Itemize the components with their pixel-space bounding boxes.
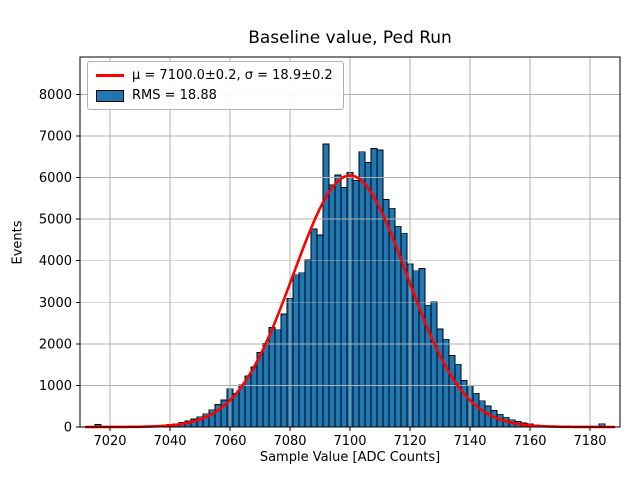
- gaussian-fit-curve: [84, 174, 616, 429]
- histogram-bar: [322, 143, 330, 428]
- histogram-bar: [316, 234, 324, 428]
- y-tick-label: 8000: [39, 88, 72, 103]
- histogram-bar: [280, 313, 288, 428]
- y-tick-label: 5000: [39, 213, 72, 228]
- x-tick-label: 7040: [153, 434, 186, 449]
- y-tick-label: 6000: [39, 171, 72, 186]
- y-tick-label: 2000: [39, 337, 72, 352]
- histogram-bar: [478, 400, 486, 428]
- x-tick-label: 7020: [93, 434, 126, 449]
- histogram-patch-swatch: [96, 89, 124, 102]
- y-tick-label: 0: [64, 421, 72, 436]
- y-axis-label: Events: [10, 220, 26, 265]
- x-tick-label: 7140: [453, 434, 486, 449]
- histogram-bar: [364, 162, 372, 428]
- histogram-bar: [274, 329, 282, 428]
- x-tick-label: 7100: [333, 434, 366, 449]
- y-tick-label: 4000: [39, 254, 72, 269]
- x-tick-label: 7060: [213, 434, 246, 449]
- x-tick-label: 7160: [513, 434, 546, 449]
- histogram-bar: [304, 259, 312, 428]
- histogram-bar: [454, 363, 462, 428]
- y-tick-label: 1000: [39, 379, 72, 394]
- histogram-bar: [448, 355, 456, 428]
- x-tick-label: 7080: [273, 434, 306, 449]
- x-tick-label: 7180: [573, 434, 606, 449]
- x-axis-label: Sample Value [ADC Counts]: [259, 450, 441, 465]
- chart-title: Baseline value, Ped Run: [248, 28, 452, 48]
- histogram-bar: [256, 352, 264, 428]
- histogram-bar: [310, 228, 318, 428]
- legend-entry-fit: μ = 7100.0±0.2, σ = 18.9±0.2: [96, 68, 333, 83]
- legend: μ = 7100.0±0.2, σ = 18.9±0.2 RMS = 18.88: [87, 61, 344, 110]
- legend-rms-label: RMS = 18.88: [132, 88, 217, 103]
- histogram-bar: [292, 274, 300, 428]
- legend-fit-label: μ = 7100.0±0.2, σ = 18.9±0.2: [132, 68, 333, 83]
- histogram-bar: [460, 380, 468, 428]
- histogram-bar: [442, 338, 450, 428]
- histogram-bar: [352, 180, 360, 428]
- x-tick-label: 7120: [393, 434, 426, 449]
- histogram-bar: [250, 366, 258, 428]
- histogram-bar: [328, 184, 336, 428]
- histogram-bar: [238, 384, 246, 428]
- legend-entry-hist: RMS = 18.88: [96, 88, 333, 103]
- histogram-bar: [472, 392, 480, 428]
- histogram-bar: [340, 187, 348, 428]
- histogram-bar: [430, 301, 438, 428]
- histogram-bar: [268, 327, 276, 428]
- histogram-bar: [334, 174, 342, 428]
- fit-line-swatch: [96, 74, 124, 77]
- histogram-bar: [244, 375, 252, 428]
- histogram-bar: [382, 199, 390, 428]
- histogram-bar: [232, 392, 240, 428]
- histogram-bar: [298, 272, 306, 428]
- y-tick-label: 7000: [39, 129, 72, 144]
- histogram-bar: [418, 268, 426, 428]
- y-tick-label: 3000: [39, 296, 72, 311]
